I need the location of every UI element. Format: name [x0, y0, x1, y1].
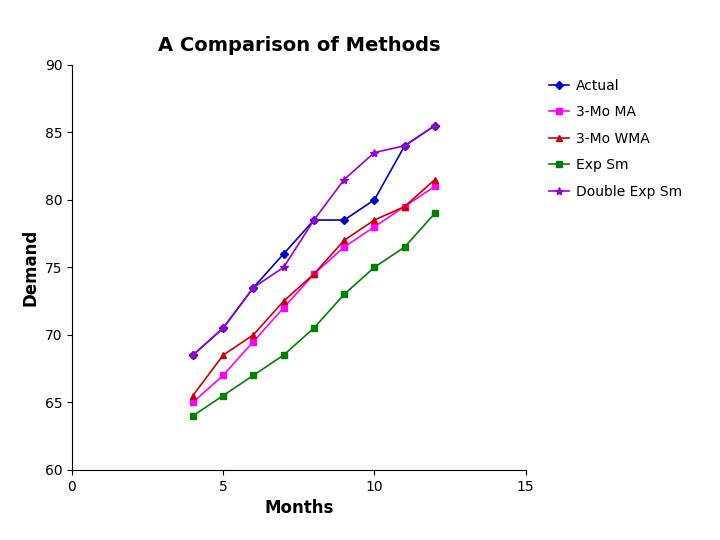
- Double Exp Sm: [279, 264, 288, 271]
- 3-Mo MA: [279, 305, 288, 311]
- Exp Sm: [279, 352, 288, 359]
- Line: 3-Mo WMA: 3-Mo WMA: [190, 177, 438, 399]
- Line: Exp Sm: Exp Sm: [190, 211, 438, 418]
- Double Exp Sm: [400, 143, 409, 149]
- Actual: [370, 197, 379, 203]
- Double Exp Sm: [431, 122, 439, 129]
- X-axis label: Months: Months: [264, 499, 333, 517]
- 3-Mo MA: [370, 224, 379, 230]
- 3-Mo MA: [310, 271, 318, 277]
- 3-Mo WMA: [370, 217, 379, 223]
- Actual: [431, 122, 439, 129]
- 3-Mo WMA: [340, 237, 348, 244]
- Exp Sm: [219, 392, 228, 399]
- 3-Mo WMA: [189, 392, 197, 399]
- 3-Mo WMA: [310, 271, 318, 277]
- Double Exp Sm: [219, 325, 228, 331]
- Double Exp Sm: [370, 149, 379, 156]
- 3-Mo MA: [400, 203, 409, 210]
- Exp Sm: [249, 372, 258, 379]
- Actual: [310, 217, 318, 223]
- Actual: [249, 284, 258, 291]
- Exp Sm: [370, 264, 379, 271]
- Double Exp Sm: [340, 176, 348, 183]
- 3-Mo MA: [189, 399, 197, 406]
- 3-Mo WMA: [279, 298, 288, 304]
- 3-Mo MA: [431, 183, 439, 190]
- Double Exp Sm: [310, 217, 318, 223]
- Double Exp Sm: [249, 284, 258, 291]
- Actual: [279, 251, 288, 257]
- Actual: [340, 217, 348, 223]
- 3-Mo MA: [219, 372, 228, 379]
- Exp Sm: [189, 413, 197, 419]
- Exp Sm: [310, 325, 318, 331]
- 3-Mo WMA: [431, 176, 439, 183]
- Line: 3-Mo MA: 3-Mo MA: [190, 184, 438, 405]
- 3-Mo WMA: [219, 352, 228, 359]
- Exp Sm: [340, 291, 348, 298]
- 3-Mo WMA: [249, 332, 258, 338]
- 3-Mo MA: [249, 338, 258, 345]
- Actual: [189, 352, 197, 359]
- Title: A Comparison of Methods: A Comparison of Methods: [158, 36, 440, 55]
- Y-axis label: Demand: Demand: [21, 228, 39, 306]
- Legend: Actual, 3-Mo MA, 3-Mo WMA, Exp Sm, Double Exp Sm: Actual, 3-Mo MA, 3-Mo WMA, Exp Sm, Doubl…: [541, 72, 690, 206]
- Line: Double Exp Sm: Double Exp Sm: [189, 122, 439, 359]
- Actual: [219, 325, 228, 331]
- Exp Sm: [400, 244, 409, 250]
- 3-Mo MA: [340, 244, 348, 250]
- Line: Actual: Actual: [190, 123, 438, 358]
- 3-Mo WMA: [400, 203, 409, 210]
- Double Exp Sm: [189, 352, 197, 359]
- Actual: [400, 143, 409, 149]
- Exp Sm: [431, 210, 439, 217]
